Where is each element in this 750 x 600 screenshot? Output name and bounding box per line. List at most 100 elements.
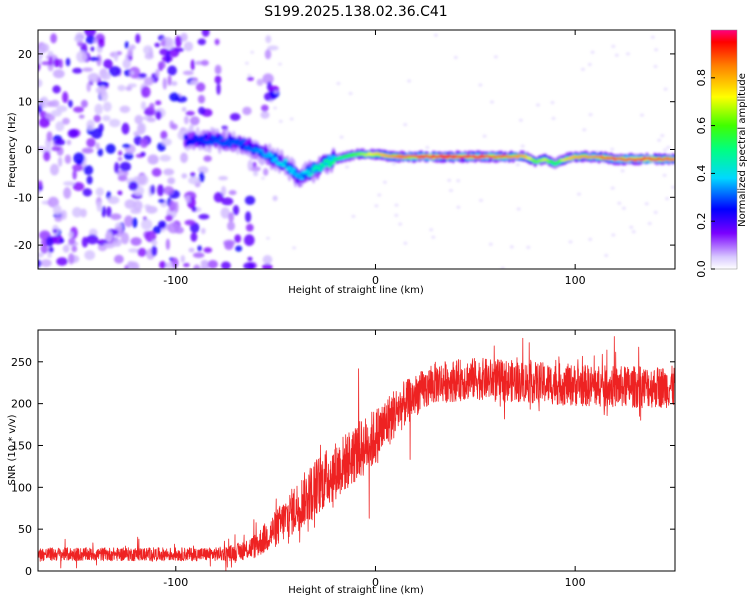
spectrogram-noise-cell [145,230,157,243]
spectrogram-noise-cell [377,193,382,197]
spectrogram-noise-cell [72,164,83,172]
spectrogram-noise-cell [398,222,403,226]
spectrogram-noise-cell [665,197,670,201]
spectrogram-ridge-cell [203,133,209,140]
spectrogram-noise-cell [274,90,278,94]
spectrogram-noise-cell [83,165,94,176]
spectrogram-noise-cell [550,101,555,105]
spectrogram-noise-cell [203,247,213,253]
spectrogram-noise-cell [526,245,531,249]
spectrogram-noise-cell [99,85,107,97]
spectrogram-noise-cell [490,100,494,104]
spectrogram-noise-cell [52,229,58,233]
spectrogram-noise-cell [382,180,387,184]
spectrogram-noise-cell [124,215,134,228]
spectrogram-ridge-cell [397,154,402,158]
spectrogram-noise-cell [38,207,39,210]
spectrogram-noise-cell [84,250,96,261]
spectrogram-noise-cell [56,257,68,266]
spectrogram-noise-cell [191,206,197,212]
colorbar-axis: 0.0 0.2 0.4 0.6 0.8 [695,29,738,278]
spectrogram-y-tick-label: 10 [18,96,32,109]
spectrogram-noise-cell [223,239,236,247]
spectrogram-noise-cell [122,143,131,149]
spectrogram-noise-cell [144,106,156,117]
spectrogram-ridge-cell [291,167,296,172]
spectrogram-noise-cell [97,148,104,157]
spectrogram-noise-cell [97,38,105,49]
spectrogram-noise-cell [232,205,240,216]
spectrogram-noise-cell [536,103,540,107]
spectrogram-noise-cell [82,67,93,72]
spectrogram-noise-cell [110,213,122,220]
spectrogram-noise-cell [146,117,156,123]
spectrogram-noise-cell [38,117,50,128]
spectrogram-noise-cell [140,138,148,149]
spectrogram-ridge-cell [610,156,616,160]
spectrogram-noise-cell [117,190,123,196]
spectrogram-noise-cell [97,81,109,88]
spectrogram-noise-cell [60,209,67,220]
spectrogram-noise-cell [59,238,65,244]
snr-y-tick-label: 50 [18,523,32,536]
spectrogram-ridge-cell [281,163,286,168]
spectrogram-noise-cell [244,234,255,246]
spectrogram-noise-cell [614,53,619,57]
spectrogram-noise-cell [127,261,136,268]
spectrogram-ridge-cell [273,152,278,159]
spectrogram-noise-cell [273,106,278,110]
snr-ylabel: SNR (10 * v/v) [7,414,18,485]
spectrogram-heatmap [29,30,675,269]
spectrogram-noise-cell [38,252,44,258]
spectrogram-x-tick-label: -100 [163,274,188,287]
colorbar-gradient [711,30,737,269]
spectrogram-noise-cell [478,83,483,87]
spectrogram-noise-cell [184,219,196,226]
spectrogram-y-tick-label: -20 [14,239,32,252]
spectrogram-noise-cell [161,138,172,146]
snr-series-line [38,336,675,571]
spectrogram-noise-cell [671,185,675,189]
spectrogram-noise-cell [160,130,168,140]
spectrogram-noise-cell [72,207,83,218]
spectrogram-noise-cell [72,169,77,180]
spectrogram-noise-cell [38,61,41,72]
spectrogram-noise-cell [391,162,396,166]
spectrogram-noise-cell [626,52,630,56]
spectrogram-noise-cell [68,237,76,245]
spectrogram-noise-cell [654,48,659,52]
spectrogram-noise-cell [429,228,434,232]
spectrogram-noise-cell [81,147,94,154]
spectrogram-noise-cell [124,152,134,160]
spectrogram-noise-cell [165,262,174,269]
spectrogram-noise-cell [144,53,154,60]
spectrogram-noise-cell [197,245,202,252]
spectrogram-noise-cell [453,56,458,59]
spectrogram-noise-cell [200,259,209,266]
spectrogram-noise-cell [29,222,35,232]
spectrogram-noise-cell [336,82,341,85]
spectrogram-noise-cell [93,114,101,123]
spectrogram-noise-cell [610,186,615,190]
spectrogram-noise-cell [218,176,229,181]
spectrogram-noise-cell [263,168,269,176]
spectrogram-noise-cell [220,207,230,219]
spectrogram-noise-cell [235,245,243,252]
spectrogram-noise-cell [198,213,210,220]
spectrogram-noise-cell [43,151,51,162]
spectrogram-ridge-cell [672,157,675,161]
spectrogram-noise-cell [188,176,200,185]
spectrogram-noise-cell [118,150,123,156]
snr-xlabel: Height of straight line (km) [288,585,424,596]
spectrogram-noise-cell [190,59,195,71]
spectrogram-noise-cell [132,217,138,228]
spectrogram-ridge-cell [297,172,302,177]
spectrogram-noise-cell [214,64,222,75]
spectrogram-noise-cell [265,35,272,44]
spectrogram-ridge-cell [273,157,278,162]
colorbar-tick-label: 0.0 [695,260,708,278]
spectrogram-noise-cell [456,179,461,183]
spectrogram-noise-cell [167,177,176,185]
spectrogram-noise-cell [190,232,198,242]
